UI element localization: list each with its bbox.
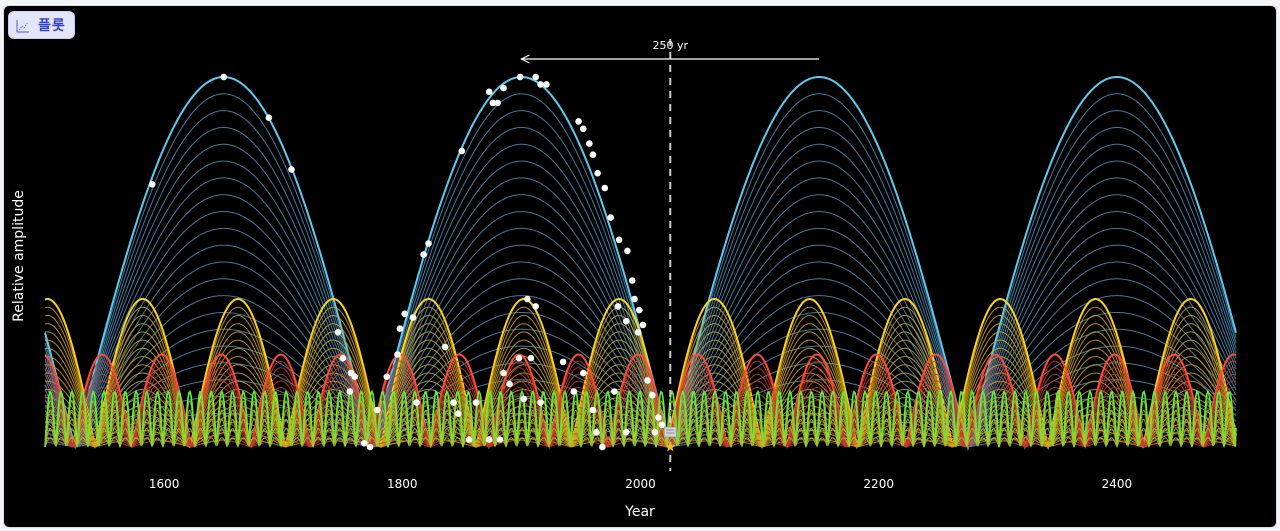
observation-point [420, 251, 428, 258]
observation-point [624, 247, 631, 255]
observation-point [450, 399, 457, 406]
period-arrow [520, 54, 820, 64]
observation-point [413, 399, 420, 406]
chart-panel: 250 yr 1600 1800 2000 2200 2400 Year Relativ… [3, 5, 1277, 528]
observation-point [265, 114, 273, 121]
chart-canvas: 250 yr 1600 1800 2000 2200 2400 Year Relativ… [11, 39, 1237, 520]
observation-point [527, 354, 535, 362]
observation-point [599, 443, 606, 451]
observation-point [465, 436, 473, 443]
observation-point [622, 317, 630, 325]
plot-button-label: 플롯 [38, 18, 66, 34]
current-year-markers [663, 426, 677, 452]
observation-point [524, 295, 531, 303]
observation-point [516, 73, 524, 81]
observation-point [634, 329, 642, 336]
observation-point [622, 428, 630, 436]
x-tick-label: 1800 [387, 477, 418, 491]
period-arrow-label: 250 yr [653, 39, 689, 52]
document-icon [663, 426, 677, 438]
observation-point [589, 406, 597, 414]
observation-point [580, 125, 587, 133]
observation-point [455, 410, 462, 418]
observation-point [636, 306, 643, 314]
observation-point [351, 373, 359, 381]
observation-point [589, 151, 597, 158]
plot-button[interactable]: 플롯 [8, 11, 75, 39]
observation-point [485, 436, 493, 443]
observation-point [594, 169, 601, 177]
x-tick-label: 2400 [1102, 477, 1133, 491]
observation-point [506, 380, 513, 388]
observation-point [532, 73, 539, 81]
observation-point [496, 436, 504, 443]
observation-point [288, 166, 295, 173]
observation-point [575, 118, 582, 125]
observation-point [401, 310, 409, 318]
observation-point [537, 81, 544, 88]
observation-point [649, 391, 656, 399]
observation-point [543, 81, 550, 88]
observation-point [614, 303, 622, 310]
observation-point [532, 303, 539, 310]
observation-point [607, 214, 614, 221]
observation-point [458, 147, 466, 155]
wave-series-group [44, 76, 1237, 451]
y-axis-title: Relative amplitude [11, 190, 27, 322]
observation-point [559, 358, 567, 366]
x-tick-label: 1600 [149, 477, 180, 491]
observation-point [346, 388, 354, 395]
observation-point [644, 377, 651, 384]
observation-point [394, 351, 401, 358]
observation-point [500, 369, 507, 377]
observation-point [339, 354, 347, 362]
observation-point [396, 325, 404, 332]
observation-point [500, 84, 507, 92]
observation-point [374, 406, 381, 414]
observation-point [593, 428, 600, 436]
observation-point [537, 399, 544, 406]
observation-point [615, 236, 623, 244]
observation-point [515, 354, 523, 362]
observation-point [586, 140, 593, 147]
observation-point [148, 181, 156, 188]
x-tick-label: 2000 [625, 477, 656, 491]
observation-point [489, 99, 497, 107]
observation-point [520, 395, 528, 403]
observation-point [220, 73, 227, 81]
observation-point [628, 277, 636, 284]
observation-point [639, 321, 647, 329]
x-tick-label: 2200 [863, 477, 894, 491]
x-axis-title: Year [624, 504, 655, 520]
observation-point [658, 421, 666, 429]
observation-point [655, 414, 662, 421]
observation-point [611, 388, 618, 395]
star-icon [665, 441, 676, 452]
observation-point [601, 184, 609, 192]
observation-point [360, 440, 368, 447]
observation-point [472, 399, 480, 406]
observation-point [580, 369, 587, 377]
observation-point [570, 388, 578, 395]
observation-point [485, 88, 493, 96]
observation-point [409, 314, 417, 321]
observation-point [366, 443, 374, 451]
observation-points [148, 73, 666, 451]
observation-point [494, 99, 501, 107]
observation-point [631, 295, 638, 303]
observation-point [383, 373, 391, 381]
observation-point [651, 428, 659, 436]
observation-point [425, 240, 432, 247]
series-9yr [44, 389, 1237, 449]
chart-line-icon [16, 18, 30, 33]
observation-point [334, 329, 342, 336]
observation-point [441, 343, 449, 351]
x-axis-ticks: 1600 1800 2000 2200 2400 [149, 477, 1132, 491]
